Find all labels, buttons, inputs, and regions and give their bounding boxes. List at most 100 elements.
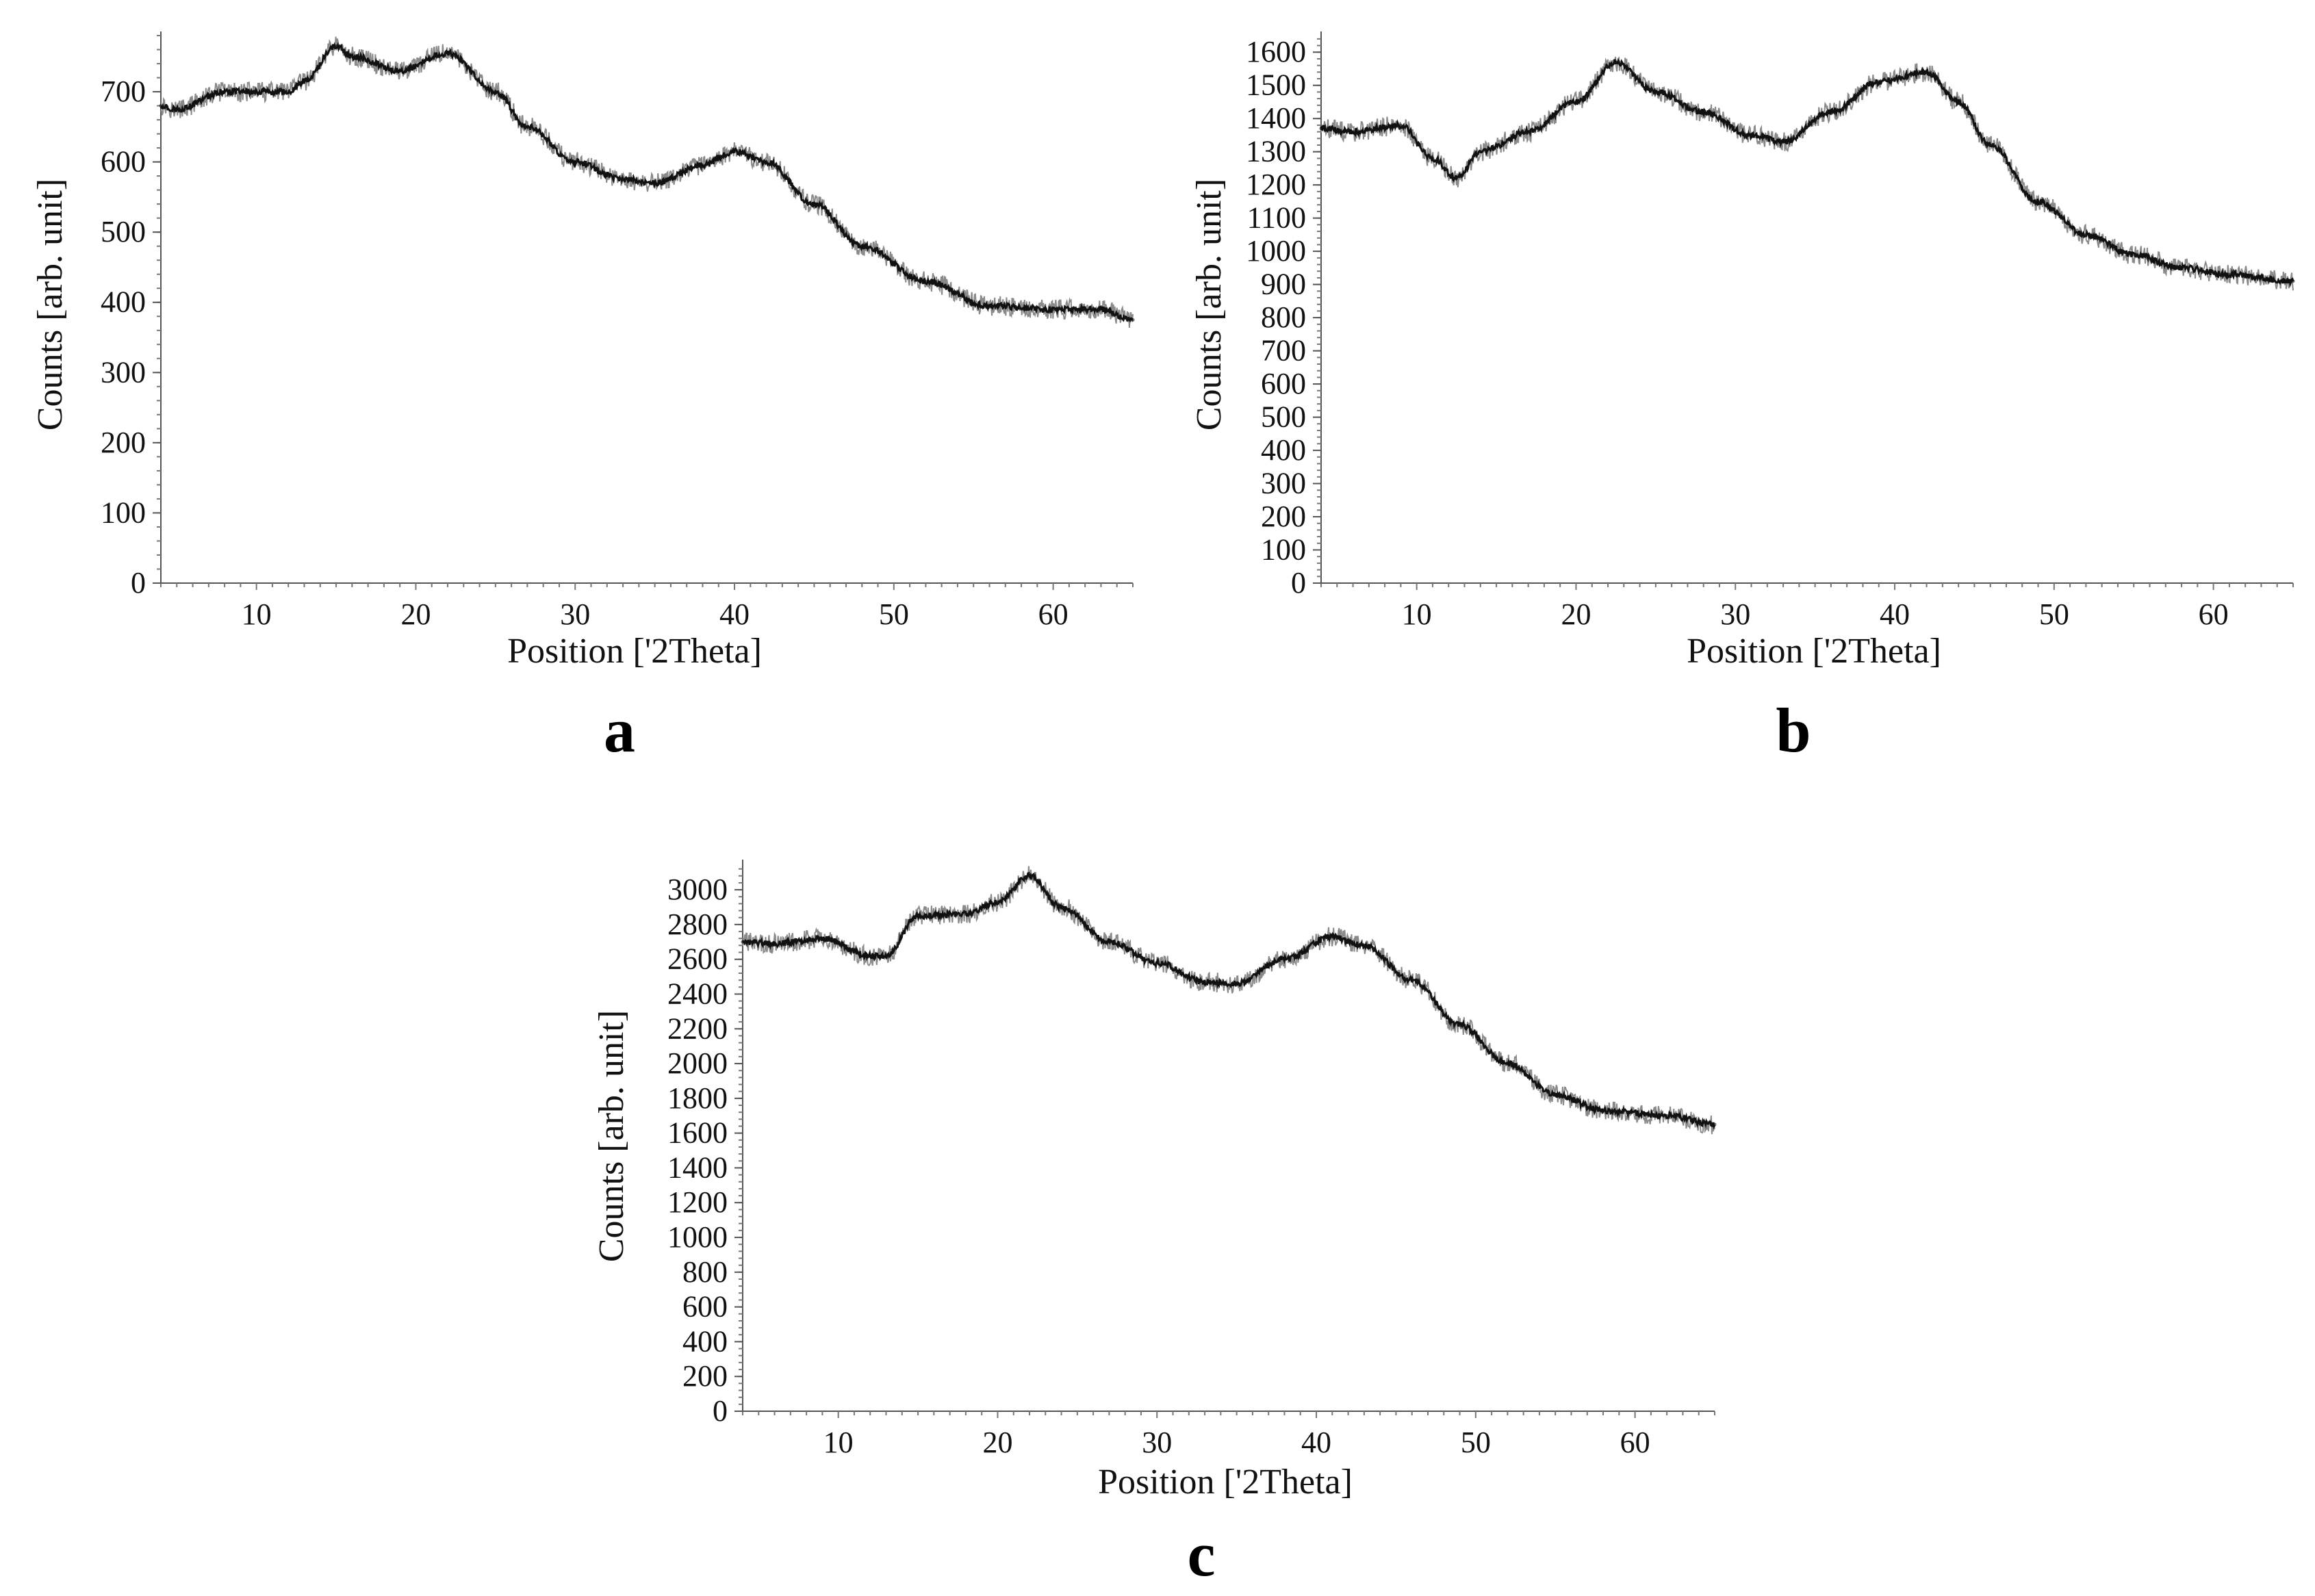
panel-b-data-point xyxy=(1829,110,1833,114)
panel-c-y-tick-label: 400 xyxy=(682,1324,728,1358)
panel-a-y-tick-label: 400 xyxy=(101,285,146,319)
panel-b-chart: 10 20 30 40 50 600100200300400500600700800900… xyxy=(1190,31,2295,765)
panel-a-y-tick-label: 200 xyxy=(101,426,146,459)
panel-a-label: a xyxy=(604,695,635,765)
panel-a-data-point xyxy=(334,44,338,48)
panel-a-data-point xyxy=(222,90,227,94)
panel-b-x-tick-label: 20 xyxy=(1561,597,1591,631)
panel-c-data-point xyxy=(1060,905,1064,909)
panel-b-data-point xyxy=(2084,233,2088,237)
panel-a-y-tick-label: 700 xyxy=(101,75,146,108)
panel-a-data-point xyxy=(494,90,498,94)
panel-c-x-axis-title: Position ['2Theta] xyxy=(1098,1463,1353,1502)
panel-c-data-point xyxy=(741,940,745,944)
panel-a-x-tick-label: 50 xyxy=(879,597,909,631)
panel-b-x-tick-label: 40 xyxy=(1880,597,1910,631)
panel-b-data-point xyxy=(2132,253,2136,257)
panel-a-y-axis-title: Counts [arb. unit] xyxy=(31,179,70,430)
panel-a-data-point xyxy=(1051,307,1056,311)
panel-a-data-point xyxy=(1131,318,1135,322)
panel-a-data-point xyxy=(175,107,179,112)
panel-a-y-tick-label: 0 xyxy=(131,566,146,600)
panel-a-y-tick-label: 600 xyxy=(101,145,146,179)
panel-a-data-point xyxy=(653,181,657,185)
panel-c-data-point xyxy=(1505,1061,1509,1066)
panel-c-y-tick-label: 200 xyxy=(682,1359,728,1393)
panel-a-data-point xyxy=(700,164,704,168)
panel-b-marks: 10 20 30 40 50 600100200300400500600700800900… xyxy=(1246,31,2295,631)
panel-c-data-point xyxy=(773,942,777,946)
panel-b-data-point xyxy=(1526,130,1531,134)
panel-b-y-tick-label: 800 xyxy=(1261,300,1306,334)
panel-c-y-tick-label: 2800 xyxy=(667,908,728,941)
panel-b-data-point xyxy=(1574,100,1578,104)
panel-a-data-point xyxy=(1099,307,1103,311)
panel-c-y-tick-label: 1000 xyxy=(667,1220,728,1254)
panel-c-y-tick-label: 1200 xyxy=(667,1185,728,1219)
panel-c-data-point xyxy=(1235,981,1239,986)
panel-c-data-point xyxy=(995,900,999,904)
panel-b-series-line xyxy=(1320,57,2294,288)
panel-c-data-point xyxy=(1458,1023,1462,1027)
panel-b-x-axis-title: Position ['2Theta] xyxy=(1687,632,1941,671)
panel-b-y-tick-label: 1100 xyxy=(1247,201,1306,235)
panel-c-series-noise xyxy=(742,866,1715,1135)
panel-c-x-tick-label: 50 xyxy=(1461,1426,1491,1459)
panel-a-x-tick-label: 20 xyxy=(400,597,431,631)
panel-c-data-point xyxy=(1553,1093,1557,1097)
panel-c-y-tick-label: 800 xyxy=(682,1255,728,1289)
panel-b-y-tick-label: 1400 xyxy=(1246,101,1306,135)
panel-c-data-point xyxy=(916,914,920,918)
panel-b-y-tick-label: 500 xyxy=(1261,400,1306,434)
panel-a-data-point xyxy=(398,68,402,73)
panel-c-x-tick-label: 40 xyxy=(1301,1426,1331,1459)
panel-b-y-tick-label: 1300 xyxy=(1246,135,1306,168)
panel-b-data-point xyxy=(1351,130,1355,134)
panel-b-data-point xyxy=(2227,272,2231,276)
panel-b-data-point xyxy=(2179,266,2184,270)
panel-c-y-tick-label: 2600 xyxy=(667,942,728,976)
panel-c-marks: 10 20 30 40 50 600200400600800100012001400160… xyxy=(667,860,1717,1459)
panel-c-data-point xyxy=(964,912,968,916)
panel-b-data-point xyxy=(1479,150,1483,154)
panel-c-y-axis-title: Counts [arb. unit] xyxy=(592,1010,631,1262)
panel-a-data-point xyxy=(923,279,928,283)
panel-b-y-tick-label: 900 xyxy=(1261,268,1306,301)
panel-b-data-point xyxy=(1956,100,1960,104)
panel-b-data-point xyxy=(2291,279,2295,283)
panel-b-data-point xyxy=(1455,176,1459,180)
panel-c-data-point xyxy=(1107,940,1111,944)
panel-b-data-point xyxy=(1398,123,1403,127)
panel-b-data-point xyxy=(1877,80,1881,84)
panel-b-data-point xyxy=(1654,90,1658,94)
panel-b-data-point xyxy=(1781,140,1785,144)
panel-b-y-tick-label: 1000 xyxy=(1246,234,1306,268)
panel-c-data-point xyxy=(1362,943,1366,947)
panel-b-y-tick-label: 0 xyxy=(1291,566,1306,600)
panel-a-x-tick-label: 60 xyxy=(1038,597,1069,631)
panel-c-data-point xyxy=(1282,957,1286,962)
panel-b-x-tick-label: 30 xyxy=(1720,597,1750,631)
panel-a-data-point xyxy=(525,125,529,129)
panel-c-y-tick-label: 1800 xyxy=(667,1081,728,1115)
panel-c-y-tick-label: 0 xyxy=(713,1394,728,1428)
panel-b-data-point xyxy=(1988,143,1993,147)
panel-c-data-point xyxy=(820,936,824,940)
panel-a-data-point xyxy=(860,244,864,248)
panel-a-series-line xyxy=(159,42,1134,323)
panel-a-data-point xyxy=(446,51,450,55)
panel-b-label: b xyxy=(1776,695,1811,765)
panel-c-data-point xyxy=(884,954,888,958)
panel-c-chart: 10 20 30 40 50 600200400600800100012001400160… xyxy=(592,860,1717,1589)
panel-b-y-tick-label: 1500 xyxy=(1246,68,1306,102)
panel-b-y-tick-label: 400 xyxy=(1261,433,1306,467)
panel-b-data-point xyxy=(1750,133,1754,137)
panel-c-y-tick-label: 2000 xyxy=(667,1046,728,1080)
panel-a-y-tick-label: 100 xyxy=(101,495,146,529)
panel-b-y-tick-label: 200 xyxy=(1261,500,1306,533)
panel-c-data-point xyxy=(1601,1109,1605,1113)
panel-c-x-tick-label: 30 xyxy=(1142,1426,1172,1459)
panel-b-data-point xyxy=(1319,127,1323,131)
panel-c-x-tick-label: 20 xyxy=(982,1426,1012,1459)
